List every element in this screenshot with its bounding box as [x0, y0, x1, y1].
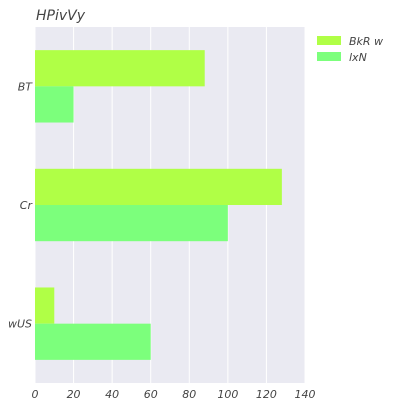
x-tick-label: 120: [256, 388, 277, 401]
bar: [35, 86, 74, 123]
chart-title: HPivVy: [36, 8, 86, 24]
legend-label: BkR w: [349, 35, 383, 48]
legend-label: lxN: [349, 51, 367, 64]
x-axis-ticks: 0 20 40 60 80 100 120 140: [32, 388, 316, 401]
bar: [35, 50, 205, 87]
legend-swatch: [317, 36, 341, 45]
y-tick-label: Cr: [20, 199, 34, 212]
legend: BkR w lxN: [317, 35, 383, 64]
bars: [35, 50, 282, 360]
y-tick-label: wUS: [8, 318, 32, 331]
x-tick-label: 0: [32, 388, 39, 401]
x-tick-label: 140: [295, 388, 316, 401]
x-tick-label: 100: [217, 388, 238, 401]
bar: [35, 168, 282, 205]
bar: [35, 205, 228, 242]
y-axis-ticks: BT Cr wUS: [8, 80, 34, 330]
x-tick-label: 60: [144, 388, 158, 401]
x-tick-label: 80: [182, 388, 196, 401]
y-tick-label: BT: [18, 80, 34, 93]
bar: [35, 287, 55, 324]
legend-swatch: [317, 52, 341, 61]
x-tick-label: 20: [67, 388, 81, 401]
x-tick-label: 40: [105, 388, 119, 401]
bar: [35, 323, 151, 360]
